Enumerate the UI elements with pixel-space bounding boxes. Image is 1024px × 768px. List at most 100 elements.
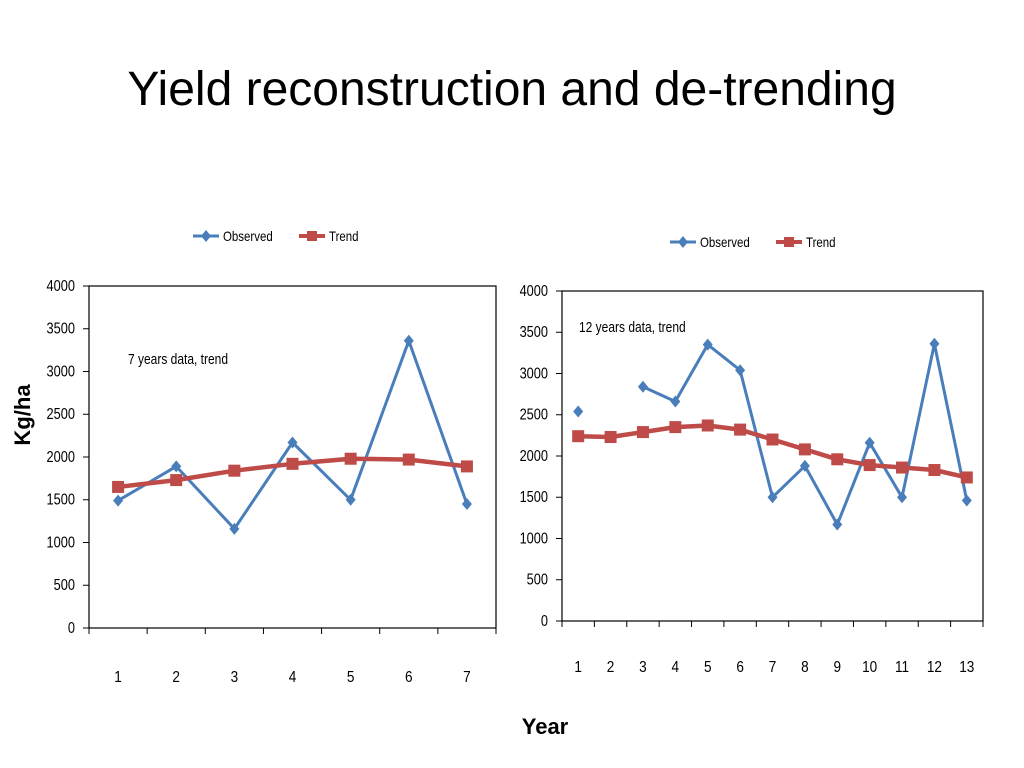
- point-observed: [897, 491, 908, 504]
- point-observed: [345, 493, 356, 506]
- series-line-observed: [117, 339, 469, 531]
- y-tick-label: 500: [54, 577, 75, 595]
- x-tick-label: 2: [172, 669, 180, 686]
- y-tick-label: 4000: [47, 278, 75, 296]
- x-tick-label: 8: [801, 659, 809, 676]
- point-observed: [113, 494, 124, 507]
- x-axis-title: Year: [522, 714, 569, 739]
- point-trend: [170, 474, 183, 487]
- legend-marker: [201, 230, 211, 242]
- y-tick-label: 500: [527, 571, 548, 589]
- point-observed: [287, 436, 298, 449]
- chart-annotation: 12 years data, trend: [579, 319, 686, 336]
- point-observed: [799, 459, 810, 472]
- x-tick-label: 10: [862, 659, 877, 676]
- plot-frame: [88, 285, 497, 629]
- point-trend: [766, 433, 779, 446]
- y-tick-label: 3000: [47, 363, 75, 381]
- y-tick-label: 2500: [47, 406, 75, 424]
- plot-frame: [561, 290, 984, 622]
- y-axis-title: Kg/ha: [10, 384, 35, 446]
- x-tick-label: 1: [574, 659, 582, 676]
- point-observed: [961, 494, 972, 507]
- x-tick-label: 6: [736, 659, 744, 676]
- y-tick-label: 2000: [47, 449, 75, 467]
- point-trend: [701, 419, 714, 432]
- point-trend: [831, 453, 844, 466]
- point-observed: [573, 405, 584, 418]
- point-observed: [832, 518, 843, 531]
- y-tick-label: 2000: [520, 448, 548, 466]
- chart-annotation: 7 years data, trend: [128, 351, 228, 368]
- x-tick-label: 3: [231, 669, 239, 686]
- point-observed: [403, 334, 414, 347]
- y-tick-label: 2500: [520, 406, 548, 424]
- x-tick-label: 5: [347, 669, 355, 686]
- point-trend: [636, 426, 649, 439]
- point-observed: [670, 395, 681, 408]
- series-line-trend: [578, 423, 968, 480]
- x-tick-label: 6: [405, 669, 413, 686]
- point-observed: [171, 460, 182, 473]
- point-trend: [286, 457, 299, 470]
- point-trend: [734, 423, 747, 436]
- point-trend: [604, 431, 617, 444]
- y-tick-label: 1000: [520, 530, 548, 548]
- x-tick-label: 11: [895, 659, 909, 676]
- y-tick-label: 3500: [47, 320, 75, 338]
- point-observed: [461, 498, 472, 511]
- point-observed: [864, 436, 875, 449]
- x-tick-label: 4: [289, 669, 297, 686]
- point-observed: [929, 337, 940, 350]
- x-tick-label: 2: [607, 659, 615, 676]
- legend-marker: [307, 231, 317, 241]
- point-trend: [960, 471, 973, 484]
- point-trend: [572, 430, 585, 443]
- x-tick-label: 7: [769, 659, 777, 676]
- point-observed: [735, 364, 746, 377]
- legend-item-trend: Trend: [299, 228, 359, 244]
- legend-item-observed: Observed: [670, 234, 750, 250]
- y-tick-label: 1500: [520, 489, 548, 507]
- point-trend: [228, 464, 241, 477]
- point-observed: [229, 522, 240, 535]
- legend-marker: [784, 237, 794, 247]
- series-line-observed: [642, 342, 969, 526]
- point-trend: [798, 443, 811, 456]
- slide-title: Yield reconstruction and de-trending: [127, 63, 897, 116]
- legend-label: Observed: [223, 228, 273, 244]
- x-tick-label: 7: [463, 669, 471, 686]
- point-trend: [402, 453, 415, 466]
- x-tick-label: 1: [114, 669, 122, 686]
- x-tick-label: 5: [704, 659, 712, 676]
- y-tick-label: 3000: [520, 365, 548, 383]
- point-trend: [928, 464, 941, 477]
- point-observed: [767, 491, 778, 504]
- point-trend: [460, 460, 473, 473]
- y-tick-label: 3500: [520, 324, 548, 342]
- point-trend: [863, 459, 876, 472]
- x-tick-label: 12: [927, 659, 942, 676]
- legend-label: Trend: [329, 228, 359, 244]
- legend-label: Trend: [806, 234, 836, 250]
- point-trend: [669, 421, 682, 434]
- legend-marker: [678, 236, 688, 248]
- y-tick-label: 0: [68, 620, 75, 638]
- x-tick-label: 9: [833, 659, 841, 676]
- legend-label: Observed: [700, 234, 750, 250]
- point-observed: [637, 380, 648, 393]
- legend-item-trend: Trend: [776, 234, 836, 250]
- x-tick-label: 13: [959, 659, 974, 676]
- point-trend: [344, 452, 357, 465]
- y-tick-label: 1000: [47, 534, 75, 552]
- x-tick-label: 3: [639, 659, 647, 676]
- chart-1: 0 500 1000 1500 2000 2500 3000 3500 4000 1 2 3 4 5 6 7 7…: [47, 228, 497, 686]
- x-tick-label: 4: [672, 659, 680, 676]
- point-trend: [896, 461, 909, 474]
- point-observed: [702, 338, 713, 351]
- legend-item-observed: Observed: [193, 228, 273, 244]
- y-tick-label: 4000: [520, 283, 548, 301]
- y-tick-label: 0: [541, 613, 548, 631]
